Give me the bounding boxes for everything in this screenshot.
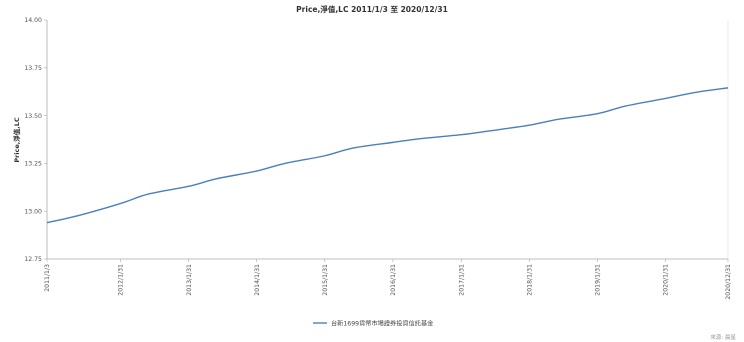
x-tick-label: 2014/1/31	[254, 264, 261, 296]
y-tick-label: 12.75	[24, 256, 42, 263]
x-tick-label: 2020/1/31	[663, 264, 670, 296]
x-tick-label: 2011/1/3	[44, 264, 51, 292]
chart-title: Price,淨值,LC 2011/1/3 至 2020/12/31	[296, 4, 448, 14]
x-tick-label: 2017/1/31	[458, 264, 465, 296]
y-tick-label: 13.75	[24, 65, 42, 72]
series-line	[46, 87, 729, 224]
y-tick-label: 14.00	[24, 17, 42, 24]
x-tick-label: 2019/1/31	[595, 264, 602, 296]
y-tick-label: 13.50	[24, 113, 42, 120]
y-tick-label: 13.25	[24, 161, 42, 168]
x-tick-label: 2012/1/31	[118, 264, 125, 296]
x-tick-label: 2020/12/31	[725, 264, 732, 300]
x-axis-ticks: 2011/1/3 2012/1/31 2013/1/31 2014/1/31 2015/…	[44, 259, 732, 300]
legend-label: 台新1699貨幣市場證券投資信託基金	[331, 320, 434, 328]
x-tick-label: 2016/1/31	[390, 264, 397, 296]
y-tick-label: 13.00	[24, 208, 42, 215]
x-tick-label: 2013/1/31	[186, 264, 193, 296]
y-axis-label: Price,淨值,LC	[12, 117, 21, 163]
x-tick-label: 2015/1/31	[322, 264, 329, 296]
x-tick-label: 2018/1/31	[526, 264, 533, 296]
source-note: 來源: 晨星	[710, 333, 736, 341]
y-axis-ticks: 12.75 13.00 13.25 13.50 13.75 14.00	[24, 17, 47, 263]
legend: 台新1699貨幣市場證券投資信託基金	[313, 320, 434, 328]
